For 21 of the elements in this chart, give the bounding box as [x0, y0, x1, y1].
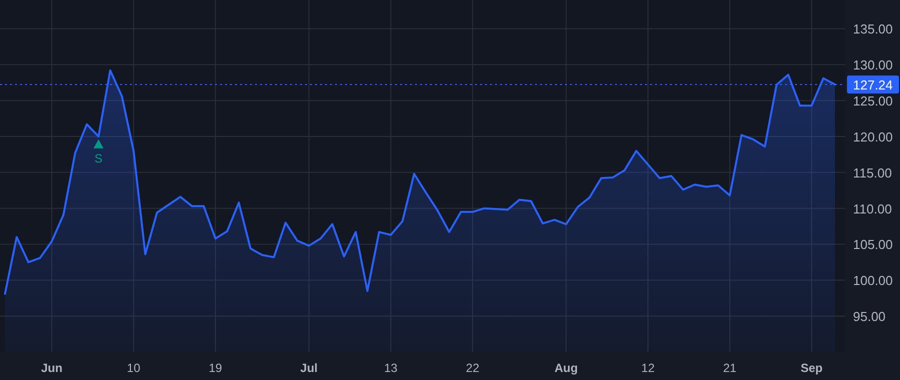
y-tick-label: 135.00 — [853, 22, 893, 37]
x-tick-label: Jul — [300, 361, 318, 375]
x-tick-label: 10 — [126, 361, 141, 375]
x-tick-label: 13 — [384, 361, 398, 375]
y-tick-label: 95.00 — [853, 309, 886, 324]
x-tick-label: Aug — [554, 361, 578, 375]
x-tick-label: Jun — [41, 361, 62, 375]
x-tick-label: 19 — [208, 361, 222, 375]
y-tick-label: 105.00 — [853, 237, 893, 252]
x-tick-label: 12 — [641, 361, 655, 375]
y-tick-label: 130.00 — [853, 58, 893, 73]
y-tick-label: 120.00 — [853, 129, 893, 144]
x-tick-label: 21 — [723, 361, 737, 375]
x-tick-label: 22 — [466, 361, 480, 375]
y-tick-label: 115.00 — [853, 165, 892, 180]
y-tick-label: 110.00 — [853, 201, 892, 216]
ref-line-label: 127.24 — [853, 77, 893, 92]
x-tick-label: Sep — [800, 361, 823, 375]
y-tick-label: 125.00 — [853, 94, 893, 109]
y-tick-label: 100.00 — [853, 273, 893, 288]
series-label: S — [94, 151, 103, 166]
